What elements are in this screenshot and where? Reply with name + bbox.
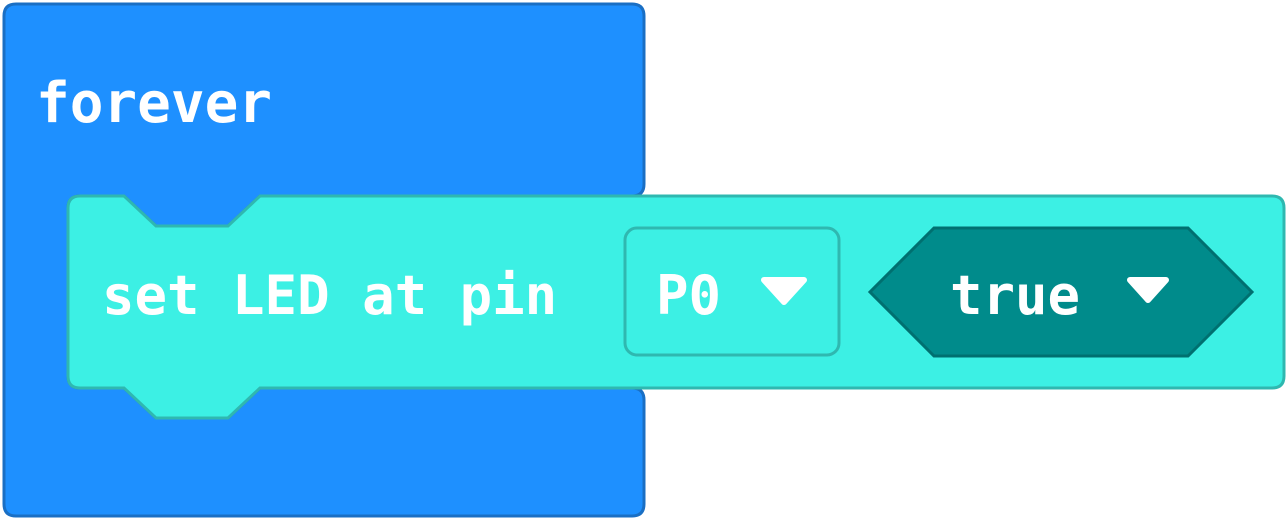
pin-dropdown-value: P0 xyxy=(656,264,721,327)
pin-dropdown-field[interactable] xyxy=(623,226,841,357)
caret-down-icon xyxy=(1127,277,1169,303)
set-led-label: set LED at pin xyxy=(102,264,557,327)
caret-down-icon xyxy=(761,277,807,305)
set-led-block[interactable]: set LED at pin P0 true xyxy=(66,194,1286,420)
pin-dropdown[interactable]: P0 xyxy=(623,226,841,357)
state-dropdown[interactable]: true xyxy=(867,226,1255,358)
state-dropdown-field[interactable] xyxy=(867,226,1255,358)
state-dropdown-value: true xyxy=(950,264,1080,327)
forever-label: forever xyxy=(36,71,272,136)
